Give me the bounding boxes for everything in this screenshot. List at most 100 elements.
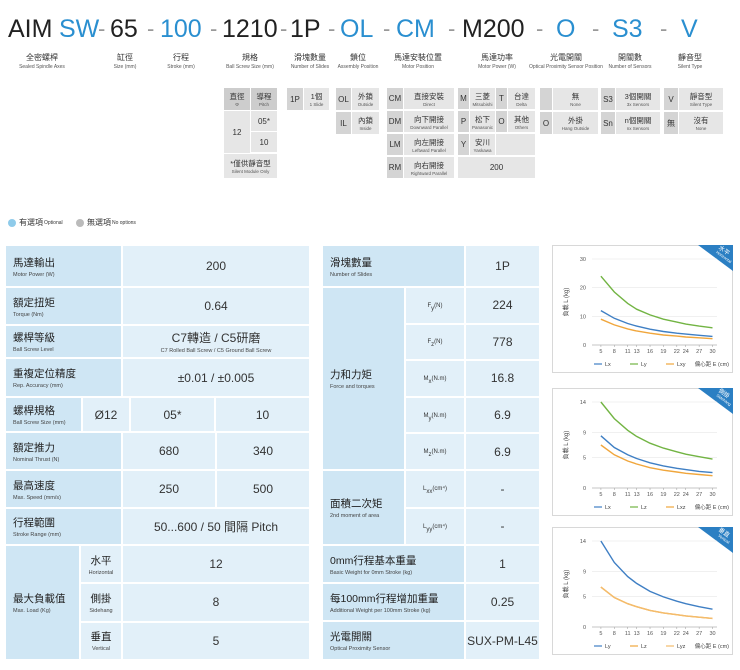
option-en: Delta (516, 101, 527, 107)
value: 6.9 (466, 397, 539, 433)
option-cn: 台達 (514, 91, 529, 101)
symbol: Fy(N) (427, 299, 442, 312)
option-en: Leftward Parallel (412, 147, 446, 153)
x-tick-label: 30 (709, 349, 715, 355)
symbol: Lxx(cm⁴) (423, 482, 447, 495)
option-cn: 向右開接 (414, 160, 444, 170)
symbol-sub: y (428, 415, 432, 422)
x-tick-label: 27 (696, 631, 702, 637)
option-cn: 沒有 (693, 116, 709, 125)
symbol: Lyy(cm⁴) (423, 520, 447, 533)
value-text: 12 (209, 557, 223, 572)
x-tick-label: 5 (599, 492, 602, 498)
field-label: 行程 Stroke (mm) (141, 52, 221, 70)
separator: - (210, 16, 218, 41)
value: 680 (123, 433, 215, 469)
symbol-letter: M (423, 376, 429, 383)
label-cn: 規格 (242, 53, 258, 62)
label-en: Optical Proximity Sensor Position (529, 64, 603, 70)
label-cn: 面積二次矩 (330, 498, 383, 510)
value: 250 (123, 471, 215, 507)
code-text: OL (338, 94, 349, 104)
option-en: nx Sensors (626, 126, 650, 131)
option-code: 無 (664, 112, 678, 134)
x-tick-label: 11 (625, 631, 631, 637)
option-code (540, 88, 552, 110)
x-tick-label: 27 (696, 492, 702, 498)
symbol-label: Lyy(cm⁴) (406, 508, 464, 544)
row-label: 力和力矩 Force and torques (323, 288, 404, 469)
value: 500 (217, 471, 309, 507)
value-text: SUX-PM-L45 (467, 633, 538, 648)
label-en: Max. Load (Kg) (13, 608, 51, 614)
field-label: 缸徑 Size (mm) (85, 52, 165, 70)
option-cn: n個開關 (624, 116, 652, 125)
option-text: 三菱 Mitsubishi (470, 88, 495, 109)
x-tick-label: 8 (613, 631, 616, 637)
value: 16.8 (466, 361, 539, 396)
option-en: Others (514, 124, 529, 130)
option-cn: 靜音型 (689, 92, 713, 101)
option-text: 直接安裝 Direct (404, 88, 454, 109)
label-cn: 馬達安裝位置 (394, 53, 442, 62)
x-tick-label: 22 (674, 631, 680, 637)
option-en: Panasonic (471, 124, 493, 130)
model-code: 1210 (222, 15, 278, 43)
diameter: 12 (224, 111, 250, 153)
label-en: Ball Screw Size (mm) (13, 420, 66, 426)
separator: - (280, 16, 288, 41)
field-label: 全密螺桿 Sealed Spindle Axes (2, 52, 82, 70)
value-text: 50...600 / 50 間隔 Pitch (153, 520, 279, 534)
legend-label: Lz (641, 644, 647, 650)
label-en: Rep. Accuracy (mm) (13, 383, 63, 389)
y-tick-label: 10 (580, 314, 586, 320)
row-label: 0mm行程基本重量 Basic Weight for 0mm Stroke (kg… (323, 546, 464, 582)
row-label: 最大負載值 Max. Load (Kg) (6, 546, 79, 659)
option-cn: 3個開關 (624, 92, 652, 101)
option-en: 1 Slide (309, 102, 324, 107)
value: ±0.01 / ±0.005 (123, 359, 309, 396)
sub-cn: 側掛 (90, 592, 112, 605)
symbol-letter: L (423, 523, 427, 530)
x-axis-label: 偏心距 E (cm) (695, 360, 729, 368)
label-en: Additional Weight per 100mm Stroke (kg) (330, 607, 431, 614)
x-tick-label: 11 (625, 349, 631, 355)
x-axis-label: 偏心距 E (cm) (695, 642, 729, 650)
x-tick-label: 16 (647, 349, 653, 355)
y-tick-label: 0 (583, 486, 586, 492)
value-text: 8 (212, 595, 220, 610)
watt-text: 200 (489, 163, 504, 172)
value: 6.9 (466, 434, 539, 469)
value: C7轉造 / C5研磨 C7 Rolled Ball Screw / C5 Gro… (123, 326, 309, 357)
symbol-letter: L (423, 486, 427, 493)
option-code: DM (387, 111, 403, 132)
symbol-label: Mx(N.m) (406, 361, 464, 396)
code-text: 1P (290, 94, 300, 104)
legend-item: 有選項 Optional (8, 217, 63, 228)
symbol-sub: z (431, 342, 435, 349)
symbol-unit: (N.m) (431, 412, 447, 419)
option-en: Silent Type (689, 102, 713, 107)
option-code: LM (387, 134, 403, 155)
value-text: 250 (158, 482, 180, 496)
field-label: 開關數 Number of Sensors (590, 52, 670, 70)
model-code: 65 (110, 15, 138, 43)
x-tick-label: 8 (613, 349, 616, 355)
value-text: 224 (492, 298, 513, 313)
option-code: P (458, 111, 469, 132)
series-line (600, 275, 713, 329)
legend-label: Lz (641, 505, 647, 511)
symbol: My(N.m) (424, 409, 447, 422)
note: *僅供靜音型 Silent Module Only (224, 154, 277, 178)
label-en: Optical Proximity Sensor (330, 646, 391, 652)
label-en: Sealed Spindle Axes (19, 64, 65, 70)
pitch: 10 (251, 132, 277, 152)
value: 778 (466, 324, 539, 360)
tag-text: Vertical (717, 533, 731, 545)
symbol-sub: yy (426, 526, 433, 533)
symbol-sub: x (428, 378, 432, 385)
value: 224 (466, 288, 539, 323)
value-text: C7轉造 / C5研磨 (171, 331, 261, 345)
